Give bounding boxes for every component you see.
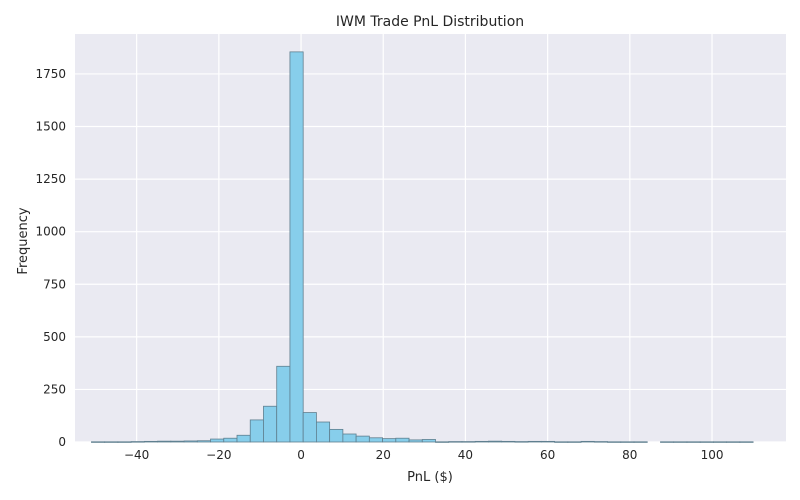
histogram-bar [673,441,688,443]
y-tick-label: 1500 [35,120,66,134]
y-tick-label: 750 [43,277,66,291]
histogram-bar [593,441,608,443]
histogram-bar [382,438,397,443]
histogram-bar [580,440,595,443]
histogram-bar [289,51,304,443]
y-tick-label: 1750 [35,67,66,81]
x-tick-label: 60 [540,448,555,462]
histogram-bar [713,441,728,443]
histogram-bar [540,440,556,443]
grid-lines [75,34,786,443]
histogram-bar [263,405,278,443]
histogram-bar [183,440,198,443]
histogram-bar [739,441,754,443]
histogram-bar [699,441,714,443]
histogram-bar [223,437,238,443]
x-axis-ticks: −40 −20 0 20 40 60 80 100 [124,448,723,462]
histogram-bar [157,440,172,443]
histogram-bar [501,440,516,443]
y-axis-label: Frequency [16,207,31,274]
x-tick-label: −20 [206,448,231,462]
histogram-bar [395,437,410,443]
y-tick-label: 0 [58,435,66,449]
histogram-bar [329,428,344,443]
y-tick-label: 500 [43,330,66,344]
histogram-bar [170,440,185,443]
histogram-bar [567,441,582,443]
chart-title: IWM Trade PnL Distribution [336,14,524,30]
histogram-bar [130,441,145,443]
histogram-bar [91,441,106,443]
y-tick-label: 1000 [35,225,66,239]
histogram-bar [117,441,132,443]
histogram-bar [660,441,675,443]
x-tick-label: 20 [376,448,391,462]
x-tick-label: 0 [297,448,305,462]
histogram-bar [488,440,503,443]
x-tick-label: 100 [701,448,724,462]
histogram-bar [514,441,529,443]
plot-area-background [75,34,786,442]
histogram-bar [554,441,569,443]
y-tick-label: 250 [43,382,66,396]
x-tick-label: 40 [458,448,473,462]
histogram-bar [686,441,701,443]
histogram-bar [461,441,476,443]
histogram-bar [435,441,450,443]
x-tick-label: 80 [622,448,637,462]
histogram-bars [91,51,754,443]
x-axis-label: PnL ($) [407,470,453,485]
histogram-bar [196,440,211,443]
histogram-bar [408,439,423,443]
histogram-bar [633,441,648,443]
histogram-bar [527,440,542,443]
histogram-bar [236,434,251,443]
histogram-bar [143,440,159,443]
histogram-bar [607,441,622,443]
histogram-bar [355,435,370,443]
histogram-bar [342,433,357,443]
histogram-bar [421,439,436,443]
histogram-bar [249,419,264,443]
histogram-bar [474,440,489,443]
histogram-bar [210,438,225,443]
histogram-bar [316,421,331,443]
y-tick-label: 1250 [35,172,66,186]
histogram-bar [276,365,291,443]
histogram-bar [104,441,119,443]
y-axis-ticks: 0 250 500 750 1000 1250 1500 1750 [35,67,66,449]
histogram-bar [620,441,635,443]
histogram-bar [302,412,317,443]
histogram-bar [368,437,383,443]
histogram-bar [726,441,741,443]
histogram-bar [448,441,463,443]
x-tick-label: −40 [124,448,149,462]
